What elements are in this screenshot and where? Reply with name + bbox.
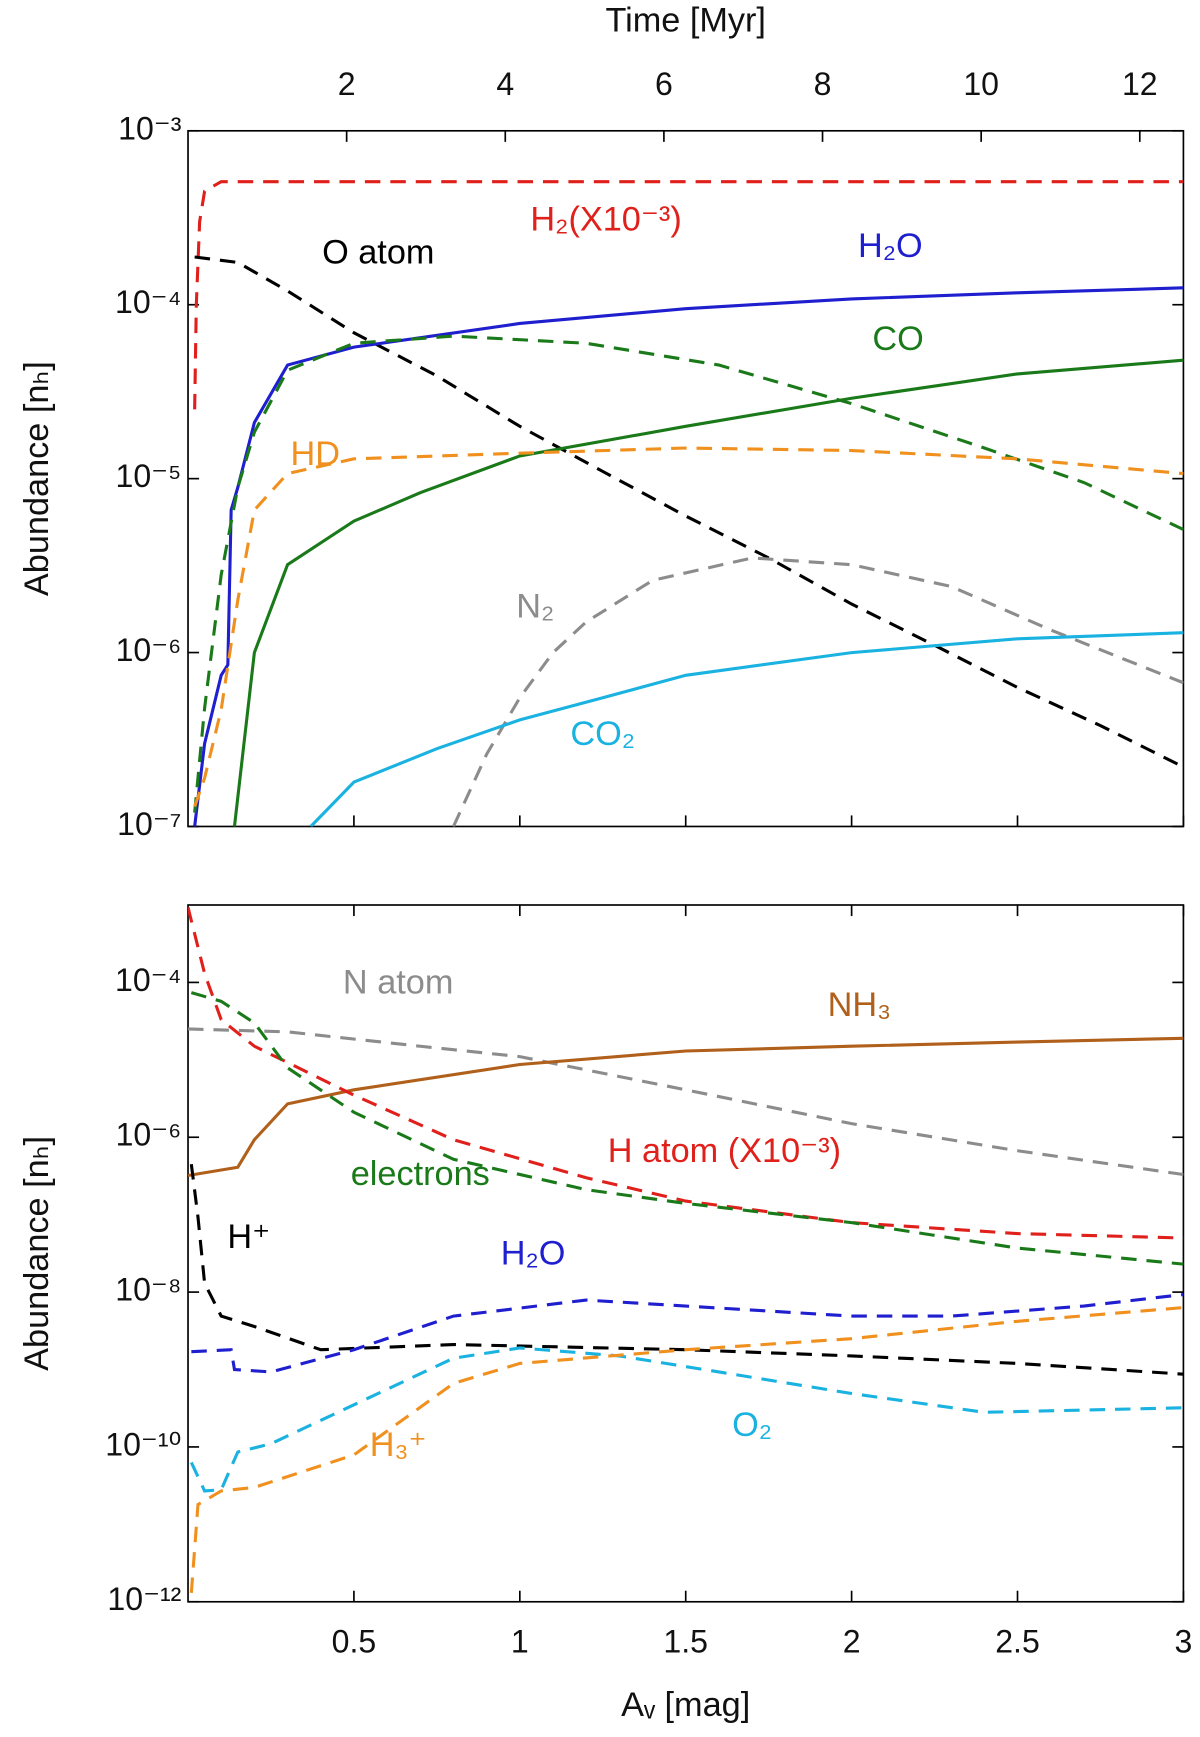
x-tick-label: 2.5 bbox=[995, 1623, 1040, 1659]
series-label: H₂O bbox=[501, 1235, 566, 1273]
series-label: CO₂ bbox=[570, 715, 635, 753]
series-label: N₂ bbox=[516, 588, 554, 626]
series-line bbox=[188, 1036, 1184, 1178]
plot-area bbox=[188, 907, 1184, 1594]
series-line bbox=[193, 446, 1184, 808]
x2-tick-label: 2 bbox=[338, 66, 356, 102]
series-label: H atom (X10⁻³) bbox=[608, 1132, 841, 1170]
series-line bbox=[193, 286, 1184, 827]
y-tick-label: 10⁻⁵ bbox=[115, 458, 181, 494]
series-line bbox=[188, 1027, 1184, 1177]
y-tick-label: 10⁻¹² bbox=[107, 1581, 181, 1617]
y-tick-label: 10⁻⁷ bbox=[117, 806, 181, 842]
series-line bbox=[189, 1306, 1184, 1594]
y-axis-label: Abundance [nₕ] bbox=[18, 361, 56, 596]
series-line bbox=[309, 631, 1184, 827]
series-line bbox=[190, 991, 1184, 1266]
y-tick-label: 10⁻¹⁰ bbox=[105, 1426, 181, 1462]
x-tick-label: 0.5 bbox=[332, 1623, 377, 1659]
x-tick-label: 1.5 bbox=[663, 1623, 708, 1659]
y-tick-label: 10⁻⁸ bbox=[115, 1272, 181, 1308]
y-tick-label: 10⁻⁴ bbox=[115, 962, 181, 998]
y-tick-label: 10⁻⁶ bbox=[116, 1117, 182, 1153]
series-line bbox=[452, 556, 1184, 827]
series-line bbox=[189, 1163, 1184, 1376]
series-line bbox=[188, 907, 1184, 1240]
y-tick-label: 10⁻⁴ bbox=[115, 284, 181, 320]
series-label: HD bbox=[290, 435, 340, 473]
series-label: NH₃ bbox=[828, 986, 891, 1024]
plot-area bbox=[193, 180, 1184, 827]
x2-tick-label: 4 bbox=[496, 66, 514, 102]
series-label: N atom bbox=[343, 964, 453, 1002]
y-axis-label: Abundance [nₕ] bbox=[18, 1136, 56, 1371]
series-label: electrons bbox=[351, 1155, 490, 1193]
y-tick-label: 10⁻³ bbox=[118, 110, 182, 146]
series-line bbox=[232, 358, 1184, 827]
x2-tick-label: 8 bbox=[814, 66, 832, 102]
x-tick-label: 2 bbox=[843, 1623, 861, 1659]
series-label: H₂O bbox=[858, 227, 923, 265]
x-tick-label: 3 bbox=[1174, 1623, 1192, 1659]
series-line bbox=[194, 255, 1184, 769]
y-tick-label: 10⁻⁶ bbox=[116, 632, 182, 668]
series-line bbox=[191, 1292, 1184, 1374]
x2-tick-label: 12 bbox=[1122, 66, 1158, 102]
series-label: H⁺ bbox=[227, 1218, 270, 1256]
series-line bbox=[193, 180, 1184, 410]
plot-frame bbox=[187, 904, 1185, 1603]
x2-tick-label: 10 bbox=[963, 66, 999, 102]
series-label: O atom bbox=[322, 234, 434, 272]
series-label: H₂(X10⁻³) bbox=[530, 201, 681, 239]
series-line bbox=[193, 334, 1184, 813]
x-tick-label: 1 bbox=[511, 1623, 529, 1659]
series-label: H₃⁺ bbox=[370, 1426, 427, 1464]
series-label: O₂ bbox=[732, 1406, 772, 1444]
x2-tick-label: 6 bbox=[655, 66, 673, 102]
series-line bbox=[189, 1346, 1184, 1493]
series-label: CO bbox=[872, 320, 923, 358]
x-axis-label: Aᵥ [mag] bbox=[621, 1686, 750, 1724]
x2-axis-label: Time [Myr] bbox=[605, 1, 766, 39]
